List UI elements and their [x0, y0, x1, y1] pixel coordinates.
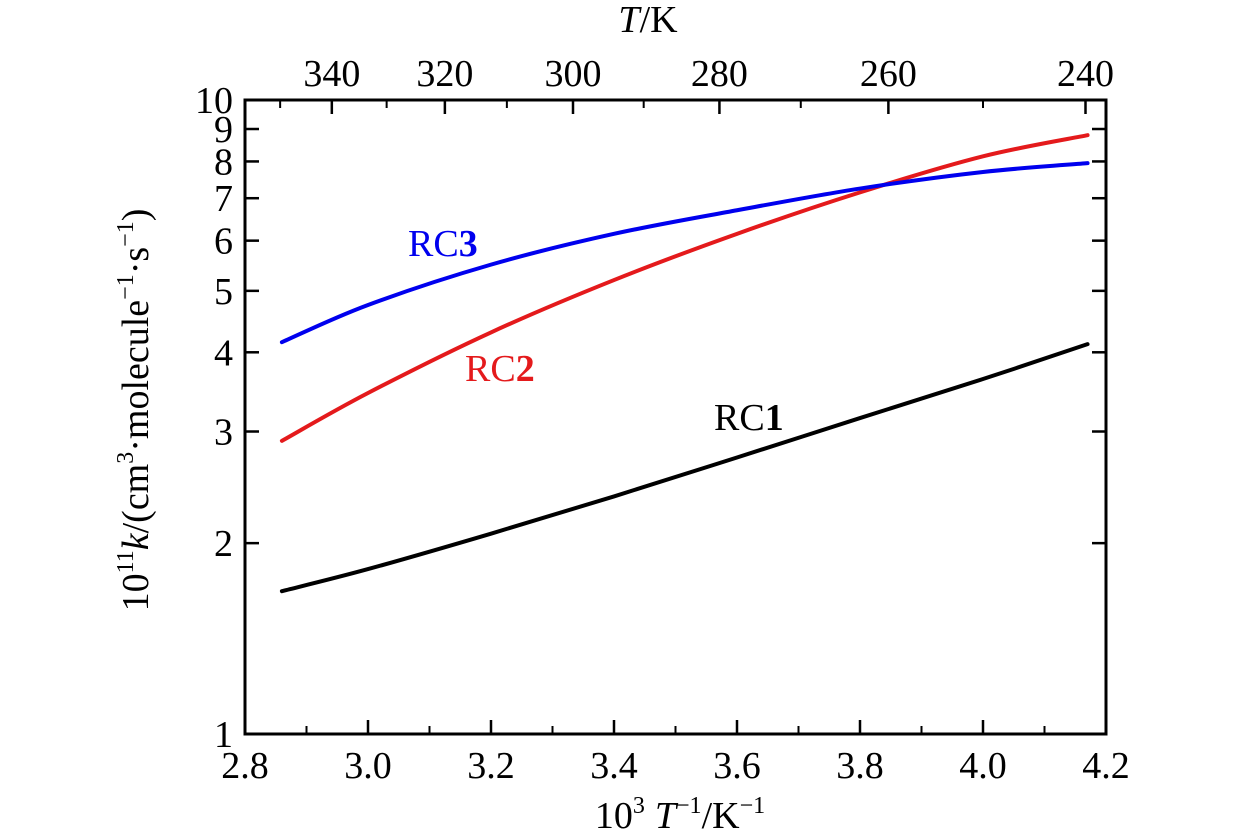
top-tick-label: 280	[691, 53, 748, 95]
y-tick-label: 5	[214, 271, 233, 313]
series-group	[279, 133, 1090, 594]
y-tick-label: 2	[214, 523, 233, 565]
y-tick-label: 6	[214, 221, 233, 263]
top-tick-label: 320	[416, 53, 473, 95]
y-tick-label: 1	[214, 714, 233, 756]
x-tick-label: 4.0	[959, 745, 1007, 787]
y-tick-label: 9	[214, 109, 233, 151]
series-label-rc3: RC3	[408, 223, 478, 265]
series-line-rc3	[279, 161, 1090, 345]
top-tick-label: 260	[860, 53, 917, 95]
y-tick-label: 10	[195, 80, 233, 122]
plot-frame	[243, 98, 1108, 736]
y-tick-label: 8	[214, 141, 233, 183]
top-tick-label: 240	[1057, 53, 1114, 95]
y-tick-label: 3	[214, 412, 233, 454]
y-tick-label: 7	[214, 178, 233, 220]
y-axis-title: 1011k/(cm3·molecule−1·s−1)	[113, 209, 157, 612]
x-tick-label: 4.2	[1082, 745, 1130, 787]
y-tick-label: 4	[214, 332, 233, 374]
series-line-rc1	[279, 342, 1090, 594]
top-tick-label: 340	[303, 53, 360, 95]
series-label-rc2: RC2	[465, 348, 535, 390]
x-tick-label: 3.4	[590, 745, 638, 787]
x-axis-title: 103 T−1/K−1	[595, 793, 765, 835]
x-tick-label: 3.6	[713, 745, 761, 787]
axis-ticks	[243, 98, 1108, 736]
x-tick-label: 3.8	[836, 745, 884, 787]
x-tick-label: 3.2	[467, 745, 515, 787]
series-label-rc1: RC1	[714, 397, 784, 439]
top-tick-label: 300	[545, 53, 602, 95]
x-tick-label: 2.8	[221, 745, 269, 787]
top-axis-title: T/K	[618, 0, 678, 41]
series-line-rc2	[279, 133, 1090, 443]
x-tick-label: 3.0	[344, 745, 392, 787]
